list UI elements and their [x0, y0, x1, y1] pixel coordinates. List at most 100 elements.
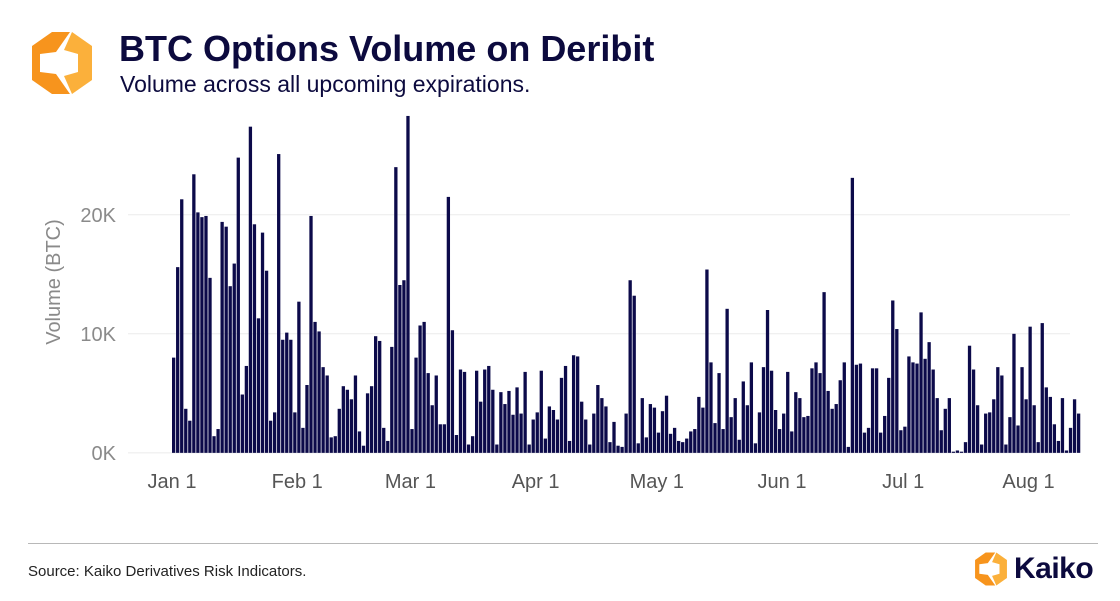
bar	[446, 196, 451, 453]
bar	[507, 390, 511, 453]
bar	[487, 365, 491, 453]
bar	[374, 336, 378, 453]
bar	[555, 419, 560, 453]
bar	[442, 424, 446, 453]
bar	[677, 440, 681, 453]
bar	[511, 414, 515, 453]
y-tick-label: 20K	[80, 205, 116, 227]
bar	[588, 444, 592, 453]
bar	[838, 380, 842, 453]
bar	[576, 356, 580, 453]
x-tick-labels: Jan 1 Feb 1 Mar 1 Apr 1 May 1 Jun 1 Jul 1 Aug 1	[148, 471, 1055, 493]
bar	[862, 432, 867, 453]
bar	[1012, 333, 1016, 453]
bar	[959, 451, 964, 453]
bar	[1040, 323, 1044, 453]
bar	[729, 417, 733, 453]
bar	[596, 385, 600, 453]
bar	[317, 331, 321, 453]
brand-name: Kaiko	[1014, 552, 1094, 585]
bar	[668, 433, 673, 453]
bar	[648, 404, 653, 453]
bar	[644, 437, 648, 453]
bar	[475, 370, 479, 453]
bar	[1044, 387, 1048, 453]
bar	[664, 395, 669, 453]
bar	[1024, 399, 1028, 453]
bar	[769, 370, 774, 453]
bar	[870, 368, 875, 453]
bar	[232, 263, 236, 453]
bar	[745, 405, 749, 453]
bar	[273, 412, 277, 453]
bar	[951, 451, 956, 453]
bar	[180, 199, 184, 453]
bar	[757, 412, 762, 453]
bar	[192, 174, 196, 453]
bar	[176, 267, 180, 453]
kaiko-brand: Kaiko	[974, 552, 1094, 586]
bar	[874, 368, 879, 453]
bar	[830, 408, 834, 453]
bar	[846, 446, 850, 453]
bar	[551, 410, 556, 453]
bar	[1016, 425, 1020, 453]
footer-divider	[28, 543, 1098, 544]
bar	[220, 221, 224, 453]
chart-title: BTC Options Volume on Deribit	[119, 28, 655, 69]
bar	[765, 310, 770, 453]
bar	[850, 177, 855, 453]
bar	[773, 410, 778, 453]
bar	[196, 212, 200, 453]
bar	[1008, 417, 1012, 453]
bar	[325, 375, 329, 453]
bar	[786, 371, 790, 453]
bar	[531, 419, 535, 453]
bar	[778, 429, 782, 453]
bar	[293, 412, 297, 453]
bar	[891, 300, 895, 453]
bar	[1076, 413, 1081, 453]
bar	[790, 431, 794, 453]
bar	[1032, 405, 1036, 453]
bar	[943, 408, 947, 453]
bar	[378, 340, 382, 453]
bar	[483, 369, 487, 453]
bar	[547, 406, 552, 453]
bar	[1028, 326, 1032, 453]
bar	[345, 389, 350, 453]
bar	[216, 429, 220, 453]
bar	[1056, 440, 1061, 453]
x-tick-label: May 1	[630, 471, 684, 493]
bar	[559, 377, 564, 453]
bar	[725, 308, 729, 453]
bar	[717, 373, 721, 453]
bar	[636, 443, 640, 453]
bar	[895, 329, 899, 453]
bar	[903, 426, 907, 453]
bar	[624, 413, 628, 453]
bar	[539, 370, 543, 453]
bar	[604, 406, 608, 453]
bar	[1048, 396, 1052, 453]
bar	[1052, 424, 1057, 453]
bar	[975, 405, 980, 453]
bar	[212, 436, 216, 453]
kaiko-logo-icon	[32, 32, 92, 94]
bar	[713, 423, 717, 453]
bar	[834, 404, 838, 453]
bar	[652, 407, 657, 453]
x-tick-label: Apr 1	[512, 471, 560, 493]
bar	[527, 444, 531, 453]
bar	[563, 365, 568, 453]
bar	[402, 280, 406, 453]
bar	[313, 321, 317, 453]
bar	[822, 292, 826, 453]
chart-subtitle: Volume across all upcoming expirations.	[120, 71, 531, 97]
bar	[571, 355, 576, 453]
bar	[297, 301, 301, 453]
bar	[333, 436, 337, 453]
bar	[301, 427, 305, 453]
bar	[842, 362, 846, 453]
bar	[252, 224, 257, 453]
